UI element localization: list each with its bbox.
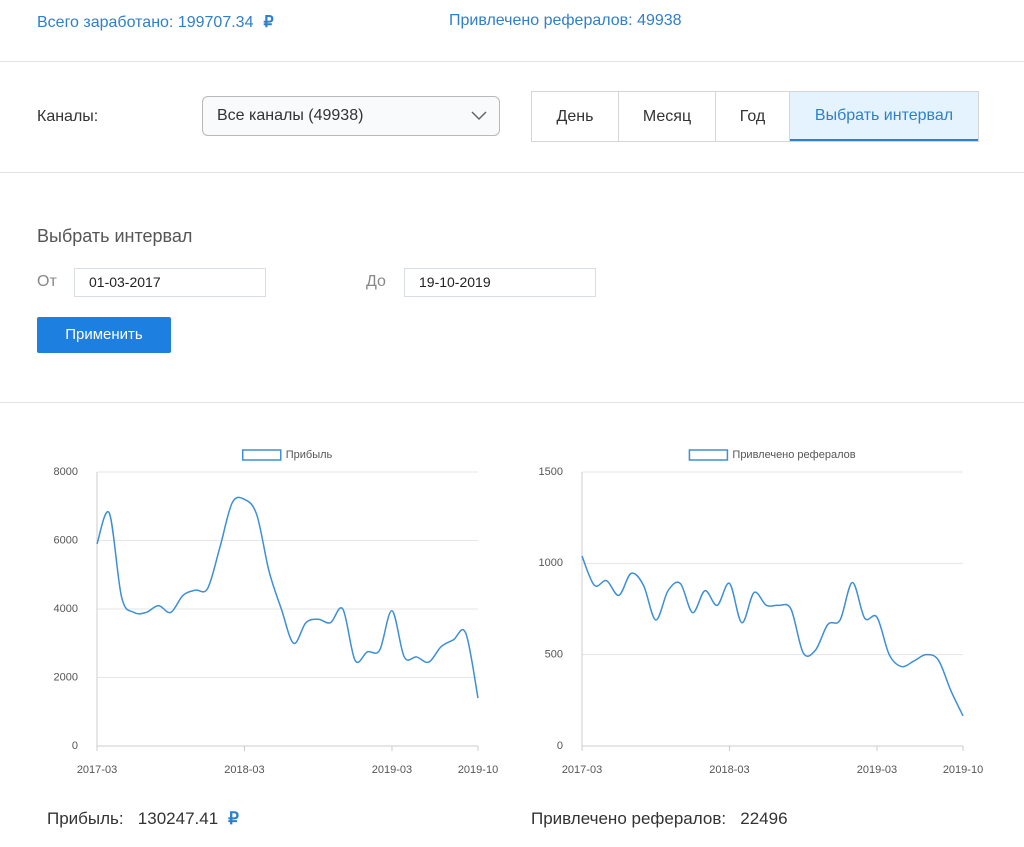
x-tick-label: 2017-03 bbox=[562, 764, 602, 776]
chevron bbox=[471, 111, 487, 121]
separator bbox=[0, 61, 1024, 62]
period-tab[interactable]: Месяц bbox=[619, 92, 716, 141]
earned-value: 199707.34 bbox=[177, 14, 254, 31]
y-tick-label: 1000 bbox=[539, 557, 563, 569]
period-tab[interactable]: Выбрать интервал bbox=[790, 92, 978, 141]
y-tick-label: 6000 bbox=[54, 534, 78, 546]
x-tick-label: 2019-03 bbox=[372, 764, 412, 776]
interval-title: Выбрать интервал bbox=[37, 226, 193, 246]
referrals-total: Привлечено рефералов: 22496 bbox=[531, 809, 788, 829]
y-tick-label: 500 bbox=[545, 649, 563, 661]
period-tabs: День Месяц Год Выбрать интервал bbox=[531, 91, 979, 142]
y-tick-label: 0 bbox=[72, 740, 78, 752]
legend-label: Прибыль bbox=[286, 449, 333, 461]
separator bbox=[0, 172, 1024, 173]
earned: Всего заработано: 199707.34 ₽ bbox=[37, 12, 274, 32]
earned-label: Всего заработано: bbox=[37, 14, 174, 31]
y-tick-label: 0 bbox=[557, 740, 563, 752]
x-tick-label: 2018-03 bbox=[709, 764, 749, 776]
referrals: Привлечено рефералов: 49938 bbox=[449, 12, 682, 30]
legend-swatch bbox=[241, 449, 282, 461]
from-label: От bbox=[37, 273, 57, 290]
period-tab[interactable]: Год bbox=[716, 92, 790, 141]
legend-swatch bbox=[688, 449, 729, 461]
currency: ₽ bbox=[263, 14, 274, 31]
channel-select-text: Все каналы (49938) bbox=[217, 107, 364, 124]
y-tick-label: 1500 bbox=[539, 466, 563, 478]
apply-button[interactable]: Применить bbox=[37, 317, 171, 353]
x-tick-label: 2019-03 bbox=[857, 764, 897, 776]
y-tick-label: 4000 bbox=[54, 603, 78, 615]
x-tick-label: 2019-10 bbox=[943, 764, 983, 776]
referrals-chart: 0 500 1000 1500 2017-03 2018-03 2019-03 2019-10… bbox=[539, 449, 984, 776]
channel-select[interactable]: Все каналы (49938) bbox=[202, 96, 500, 136]
x-tick-label: 2017-03 bbox=[77, 764, 117, 776]
currency: ₽ bbox=[228, 809, 239, 828]
profit-total-value: 130247.41 bbox=[137, 809, 219, 828]
referrals-total-value: 22496 bbox=[740, 809, 788, 828]
x-tick-label: 2018-03 bbox=[224, 764, 264, 776]
separator bbox=[0, 402, 1024, 403]
profit-chart: 0 2000 4000 6000 8000 2017-03 2018-03 2019-03 20… bbox=[54, 449, 499, 776]
to-input[interactable]: 19-10-2019 bbox=[404, 268, 596, 297]
y-tick-label: 8000 bbox=[54, 466, 78, 478]
series-line bbox=[96, 496, 479, 699]
profit-total: Прибыль: 130247.41 ₽ bbox=[47, 809, 239, 829]
referrals-total-label: Привлечено рефералов: bbox=[531, 809, 727, 828]
to-label: До bbox=[366, 273, 386, 290]
profit-total-label: Прибыль: bbox=[47, 809, 124, 828]
legend-label: Привлечено рефералов bbox=[732, 449, 855, 461]
referrals-value: 49938 bbox=[637, 12, 682, 29]
referrals-label: Привлечено рефералов: bbox=[449, 12, 633, 29]
channels-label: Каналы: bbox=[37, 108, 99, 125]
period-tab[interactable]: День bbox=[532, 92, 619, 141]
x-tick-label: 2019-10 bbox=[458, 764, 498, 776]
from-input[interactable]: 01-03-2017 bbox=[74, 268, 266, 297]
series-line bbox=[581, 555, 964, 717]
y-tick-label: 2000 bbox=[54, 671, 78, 683]
